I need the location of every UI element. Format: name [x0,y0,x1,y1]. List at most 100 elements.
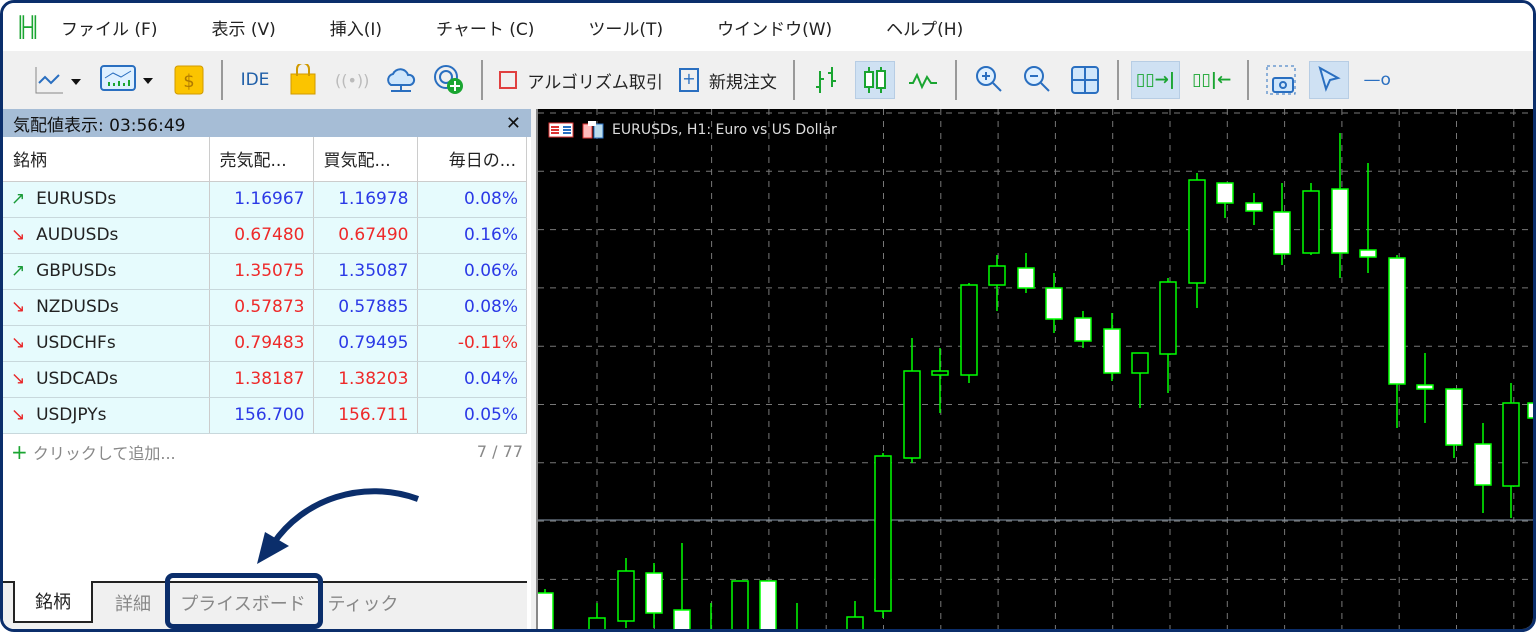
symbol-name: EURUSDs [36,189,117,209]
menu-tools[interactable]: ツール(T) [588,19,664,40]
bar-chart-button[interactable] [807,61,847,99]
toolbar-separator [1116,60,1119,100]
symbol-name: USDJPYs [36,405,107,425]
change-cell: 0.06% [417,253,527,290]
symbol-name: USDCADs [36,369,118,389]
symbol-row[interactable]: ↘ AUDUSDs 0.67480 0.67490 0.16% [3,217,527,254]
change-cell: 0.04% [417,361,527,398]
symbol-row[interactable]: ↘ USDCADs 1.38187 1.38203 0.04% [3,361,527,398]
annotation-arrow [257,488,420,564]
arrow-down-icon: ↘ [11,405,26,425]
ask-cell: 1.35087 [313,253,418,290]
bull-candle [960,284,978,376]
bid-cell: 1.38187 [209,361,314,398]
chart-type-dropdown[interactable] [29,61,87,99]
symbol-row[interactable]: ↗ EURUSDs 1.16967 1.16978 0.08% [3,181,527,218]
auto-scroll-button[interactable]: ▯▯→| [1130,61,1181,99]
change-cell: 0.08% [417,289,527,326]
one-click-trading-icon[interactable] [548,122,574,138]
column-ask[interactable]: 買気配... [313,137,418,182]
candlestick-button[interactable] [854,61,895,99]
cloud-icon [387,68,416,92]
bear-candle [1388,257,1406,385]
add-symbol-row[interactable]: + クリックして追加... 7 / 77 [3,434,531,470]
templates-dropdown[interactable] [95,61,161,99]
bear-candle [1474,443,1492,486]
new-order-button[interactable]: + 新規注文 [675,61,781,99]
menu-insert[interactable]: 挿入(I) [329,19,383,40]
menu-chart[interactable]: チャート (C) [436,19,535,40]
tile-windows-button[interactable] [1065,61,1105,99]
tab-ticks[interactable]: ティック [327,594,399,615]
symbol-name: NZDUSDs [36,297,119,317]
toolbar-separator [481,60,484,100]
ask-cell: 0.79495 [313,325,418,362]
tab-price-board[interactable]: プライスボード [180,594,306,615]
menu-file[interactable]: ファイル (F) [61,19,158,40]
chart-shift-button[interactable]: ▯▯|← [1188,61,1235,99]
column-daily-change[interactable]: 毎日の... [417,137,527,182]
ide-button[interactable]: IDE [240,70,270,90]
symbol-cell: ↘ USDCHFs [3,325,210,362]
toolbar-separator [792,60,795,100]
symbol-row[interactable]: ↘ USDJPYs 156.700 156.711 0.05% [3,397,527,434]
bull-candle [988,265,1006,286]
column-symbol[interactable]: 銘柄 [3,137,210,182]
grid-icon [1070,66,1099,94]
monitor-chart-icon [100,65,153,91]
signals-button[interactable]: ((•)) [331,61,373,99]
symbol-row[interactable]: ↘ USDCHFs 0.79483 0.79495 -0.11% [3,325,527,362]
arrow-down-icon: ↘ [11,369,26,389]
menu-view[interactable]: 表示 (V) [211,19,276,40]
tab-details[interactable]: 詳細 [115,594,151,615]
bull-candle [588,617,606,629]
chart-shift-icon: ▯▯|← [1192,70,1232,90]
market-watch-title: 気配値表示: 03:56:49 [13,115,186,136]
symbol-row[interactable]: ↗ GBPUSDs 1.35075 1.35087 0.06% [3,253,527,290]
close-icon[interactable]: ✕ [505,112,521,134]
camera-icon [1266,65,1296,95]
algo-stop-icon [499,71,518,89]
bear-candle [673,609,691,629]
new-order-icon: + [678,68,699,92]
bull-candle [1159,281,1177,355]
chart-title: EURUSDs, H1: Euro vs US Dollar [612,122,837,138]
zoom-out-icon [1023,66,1050,92]
bear-candle [1359,249,1377,258]
chart-window[interactable]: EURUSDs, H1: Euro vs US Dollar [536,109,1533,629]
ask-cell: 156.711 [313,397,418,434]
bull-candle [931,370,949,376]
zoom-out-button[interactable] [1017,61,1057,99]
toolbar-separator [954,60,957,100]
line-chart-icon [35,67,81,94]
crosshair-button[interactable]: —o [1357,61,1397,99]
dollar-button[interactable]: $ [169,61,209,99]
market-watch-title-bar: 気配値表示: 03:56:49 ✕ [3,109,531,137]
column-bid[interactable]: 売気配... [209,137,314,182]
line-chart-button[interactable] [903,61,943,99]
bull-candle [1302,190,1320,254]
tab-symbols[interactable]: 銘柄 [13,581,93,623]
symbol-count: 7 / 77 [476,442,523,461]
change-cell: 0.16% [417,217,527,254]
bear-candle [538,592,554,629]
vps-button[interactable] [381,61,421,99]
bear-candle [1045,287,1063,320]
bid-cell: 1.35075 [209,253,314,290]
change-cell: 0.05% [417,397,527,434]
zoom-in-button[interactable] [969,61,1009,99]
bid-cell: 0.67480 [209,217,314,254]
market-button[interactable] [283,61,323,99]
symbol-row[interactable]: ↘ NZDUSDs 0.57873 0.57885 0.08% [3,289,527,326]
symbol-cell: ↘ USDCADs [3,361,210,398]
menu-window[interactable]: ウインドウ(W) [717,19,833,40]
highlight-box [165,573,323,629]
cursor-button[interactable] [1309,61,1350,99]
algo-trading-button[interactable]: アルゴリズム取引 [495,61,667,99]
menu-help[interactable]: ヘルプ(H) [886,19,964,40]
symbol-name: GBPUSDs [36,261,117,281]
add-signal-button[interactable] [429,61,469,99]
screenshot-button[interactable] [1261,61,1301,99]
bid-cell: 0.79483 [209,325,314,362]
depth-of-market-icon[interactable] [582,121,604,139]
